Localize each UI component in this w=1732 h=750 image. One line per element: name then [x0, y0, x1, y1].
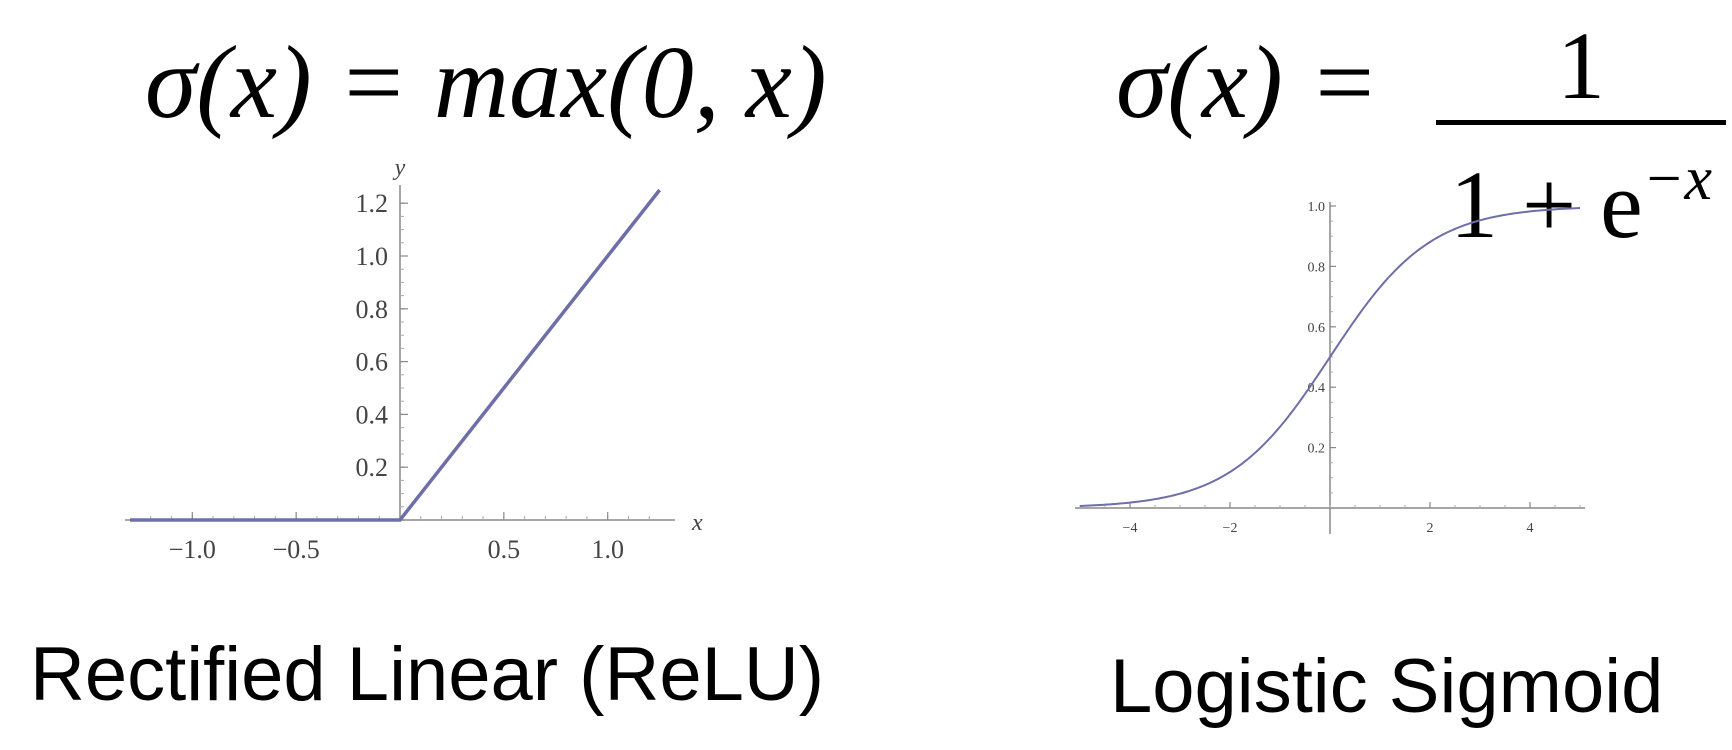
y-tick-label: 0.4 — [356, 400, 389, 429]
x-axis-label: x — [691, 510, 703, 536]
y-axis-label: y — [393, 155, 406, 181]
sigmoid-caption: Logistic Sigmoid — [1110, 644, 1664, 729]
x-tick-label: 4 — [1527, 521, 1534, 536]
x-tick-label: 1.0 — [591, 535, 624, 564]
x-tick-label: −1.0 — [169, 535, 216, 564]
y-tick-label: 1.0 — [356, 242, 389, 271]
sigmoid-chart: −4 −2 2 4 0.2 0.4 0.6 0.8 1.0 — [1075, 200, 1585, 536]
sigmoid-panel: σ(x) = 1 1 + e−x −4 −2 2 4 0.2 0.4 0.6 0.8 1.0 L… — [1075, 0, 1732, 750]
x-tick-label: 0.5 — [488, 535, 521, 564]
y-tick-label: 0.8 — [1308, 260, 1326, 275]
relu-panel: σ(x) = max(0, x) −1.0 −0.5 0.5 1.0 0.2 0.4 0.6… — [30, 18, 827, 717]
y-tick-label: 0.6 — [1308, 321, 1326, 336]
relu-formula-text: σ(x) = max(0, x) — [145, 25, 827, 140]
relu-caption: Rectified Linear (ReLU) — [30, 632, 825, 717]
sigmoid-denominator: 1 + e−x — [1436, 129, 1726, 255]
y-tick-label: 1.0 — [1308, 200, 1326, 215]
sigmoid-formula-lhs: σ(x) = — [1116, 25, 1379, 140]
y-tick-label: 1.2 — [356, 189, 389, 218]
relu-formula: σ(x) = max(0, x) — [145, 18, 827, 148]
y-tick-label: 0.6 — [356, 348, 389, 377]
relu-chart: −1.0 −0.5 0.5 1.0 0.2 0.4 0.6 0.8 1.0 1.2 x y — [125, 155, 703, 564]
sigmoid-denominator-exp: −x — [1642, 145, 1713, 213]
sigmoid-denominator-base: 1 + e — [1449, 151, 1643, 258]
x-tick-label: 2 — [1427, 521, 1434, 536]
fraction-bar — [1436, 120, 1726, 125]
x-tick-label: −2 — [1223, 521, 1238, 536]
sigmoid-formula: σ(x) = 1 1 + e−x — [1116, 18, 1726, 255]
sigmoid-fraction: 1 1 + e−x — [1436, 18, 1726, 255]
y-tick-label: 0.4 — [1308, 381, 1326, 396]
x-tick-label: −0.5 — [273, 535, 320, 564]
y-tick-label: 0.2 — [1308, 442, 1326, 457]
y-tick-label: 0.2 — [356, 453, 389, 482]
y-tick-label: 0.8 — [356, 295, 389, 324]
relu-line — [130, 188, 661, 522]
x-tick-label: −4 — [1123, 521, 1138, 536]
sigmoid-curve — [1079, 207, 1581, 507]
sigmoid-numerator: 1 — [1557, 12, 1605, 119]
